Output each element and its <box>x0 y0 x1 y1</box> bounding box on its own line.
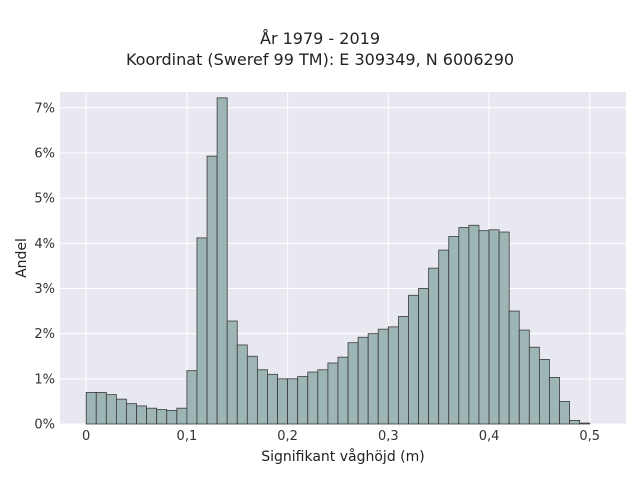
y-tick-label: 4% <box>34 237 55 252</box>
histogram-bar <box>307 371 319 425</box>
histogram-bar <box>468 224 480 425</box>
histogram-bar <box>559 401 571 425</box>
x-tick-label: 0,4 <box>479 429 500 444</box>
histogram-bar <box>518 329 530 425</box>
histogram-bar <box>327 362 339 425</box>
histogram-bar <box>337 356 349 425</box>
x-tick-label: 0,3 <box>378 429 399 444</box>
histogram-bar <box>458 227 470 425</box>
histogram-bar <box>579 422 591 425</box>
histogram-bar <box>115 398 127 425</box>
chart-title: År 1979 - 2019 <box>260 29 380 48</box>
histogram-bar <box>508 310 520 425</box>
histogram-bar <box>347 342 359 425</box>
histogram-bar <box>126 403 137 425</box>
x-tick-label: 0,2 <box>277 429 298 444</box>
histogram-bar <box>216 97 228 425</box>
histogram-bar <box>136 405 148 425</box>
y-tick-labels: 0% 1% 2% 3% 4% 5% 6% 7% <box>34 101 55 432</box>
histogram-bar <box>438 249 450 425</box>
bars-group <box>85 97 591 425</box>
histogram-bar <box>367 333 379 425</box>
y-tick-label: 3% <box>34 282 55 297</box>
chart-subtitle: Koordinat (Sweref 99 TM): E 309349, N 60… <box>125 50 515 69</box>
y-tick-label: 7% <box>34 101 55 116</box>
histogram-bar <box>85 391 97 425</box>
y-tick-label: 0% <box>34 418 55 433</box>
histogram-bar <box>528 346 540 425</box>
histogram-bar <box>428 267 440 425</box>
histogram-bar <box>488 229 500 425</box>
x-tick-label: 0,1 <box>177 429 198 444</box>
histogram-bar <box>357 336 369 425</box>
histogram-bar <box>146 407 158 425</box>
x-tick-label: 0 <box>82 429 90 444</box>
y-tick-label: 6% <box>34 146 55 161</box>
histogram-bar <box>397 316 409 425</box>
histogram-bar <box>105 394 117 425</box>
histogram-bar <box>387 326 399 425</box>
y-tick-label: 2% <box>34 327 55 342</box>
histogram-bar <box>95 391 107 425</box>
histogram-bar <box>549 377 560 425</box>
histogram-bar <box>196 237 208 425</box>
histogram-bar <box>156 409 168 425</box>
histogram-bar <box>226 320 238 425</box>
histogram-bar <box>277 378 289 425</box>
x-tick-label: 0,5 <box>579 429 600 444</box>
histogram-bar <box>246 355 258 425</box>
y-tick-label: 5% <box>34 192 55 207</box>
x-tick-labels: 0 0,1 0,2 0,3 0,4 0,5 <box>82 429 600 444</box>
histogram-bar <box>186 370 198 425</box>
histogram-bar <box>206 155 218 425</box>
histogram-bar <box>267 373 278 425</box>
histogram-bar <box>377 328 389 425</box>
histogram-bar <box>176 407 188 425</box>
histogram-bar <box>166 410 178 425</box>
y-axis-label: Andel <box>14 238 30 278</box>
histogram-bar <box>287 378 299 425</box>
x-axis-label: Signifikant våghöjd (m) <box>261 448 424 465</box>
y-tick-label: 1% <box>34 372 55 387</box>
histogram-bar <box>256 369 268 425</box>
histogram-bar <box>408 294 419 425</box>
histogram-bar <box>478 230 490 425</box>
histogram-bar <box>448 236 460 425</box>
histogram-bar <box>569 419 581 425</box>
histogram-bar <box>538 359 550 425</box>
histogram-bar <box>236 344 248 425</box>
histogram-bar <box>418 288 430 425</box>
histogram-bar <box>297 376 309 425</box>
histogram-bar <box>498 231 510 425</box>
histogram-bar <box>317 369 329 425</box>
